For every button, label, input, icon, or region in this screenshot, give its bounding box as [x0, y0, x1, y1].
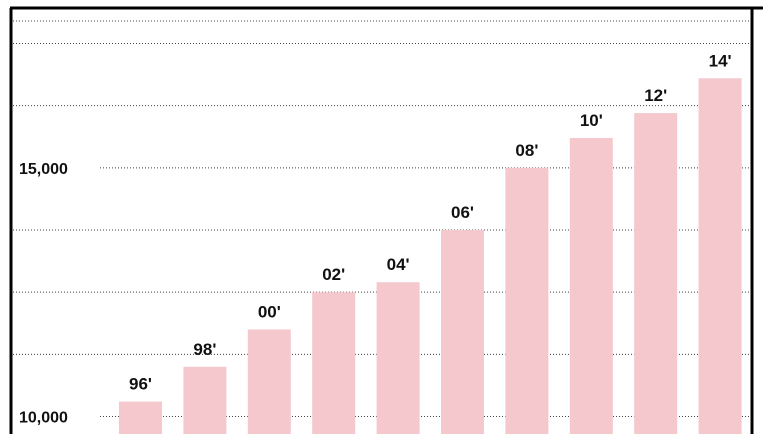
y-tick-label: 15,000 [19, 161, 68, 178]
bar-label: 04' [387, 255, 410, 274]
y-tick-labels: 10,000 15,000 [19, 161, 68, 427]
bar-label: 08' [515, 141, 538, 160]
bar-label: 06' [451, 203, 474, 222]
bar [183, 366, 227, 434]
bar [569, 137, 613, 434]
bar-label: 02' [322, 265, 345, 284]
bar [376, 282, 420, 434]
bar [441, 230, 484, 434]
bar [505, 167, 549, 434]
bar-label: 98' [193, 340, 216, 359]
bar [698, 78, 742, 434]
bar [634, 113, 678, 434]
bar [247, 329, 291, 434]
chart-border [9, 6, 763, 434]
bar [312, 292, 356, 434]
bars [119, 78, 742, 434]
bar-label: 00' [258, 302, 281, 321]
bar-label: 12' [644, 86, 667, 105]
bar-label: 14' [709, 51, 732, 70]
bar [119, 401, 162, 434]
bar-label: 10' [580, 111, 603, 130]
y-tick-label: 10,000 [19, 410, 68, 427]
bar-labels: 96' 98' 00' 02' 04' 06' 08' 10' 12' 14' [129, 51, 732, 393]
bar-label: 96' [129, 375, 152, 394]
